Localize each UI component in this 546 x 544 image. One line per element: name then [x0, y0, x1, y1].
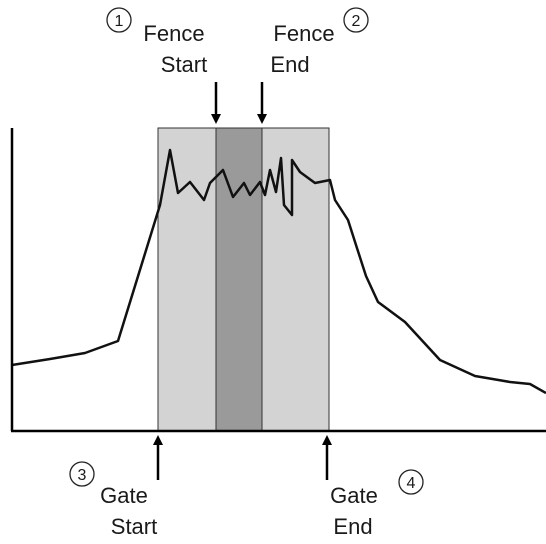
marker-number-circle — [69, 461, 95, 487]
marker-number-circle — [106, 7, 132, 33]
marker-number: 3 — [78, 467, 87, 484]
marker-label-line2: Start — [161, 52, 207, 77]
marker-fence-end: 2 Fence End — [270, 7, 369, 77]
marker-label-line2: End — [270, 52, 309, 77]
marker-gate-end: 4 Gate End — [330, 469, 424, 539]
marker-number: 4 — [407, 475, 416, 492]
marker-number: 1 — [115, 13, 124, 30]
marker-number-circle — [343, 7, 369, 33]
marker-fence-start: 1 Fence Start — [106, 7, 207, 77]
fence-region — [215, 127, 263, 432]
marker-gate-start: 3 Gate Start — [69, 461, 157, 539]
marker-number: 2 — [352, 13, 361, 30]
marker-label-line1: Gate — [100, 483, 148, 508]
marker-label-line2: Start — [111, 514, 157, 539]
marker-label-line2: End — [333, 514, 372, 539]
marker-label-line1: Fence — [273, 21, 334, 46]
marker-label-line1: Gate — [330, 483, 378, 508]
marker-label-line1: Fence — [143, 21, 204, 46]
signal-trace — [11, 148, 546, 395]
marker-number-circle — [398, 469, 424, 495]
